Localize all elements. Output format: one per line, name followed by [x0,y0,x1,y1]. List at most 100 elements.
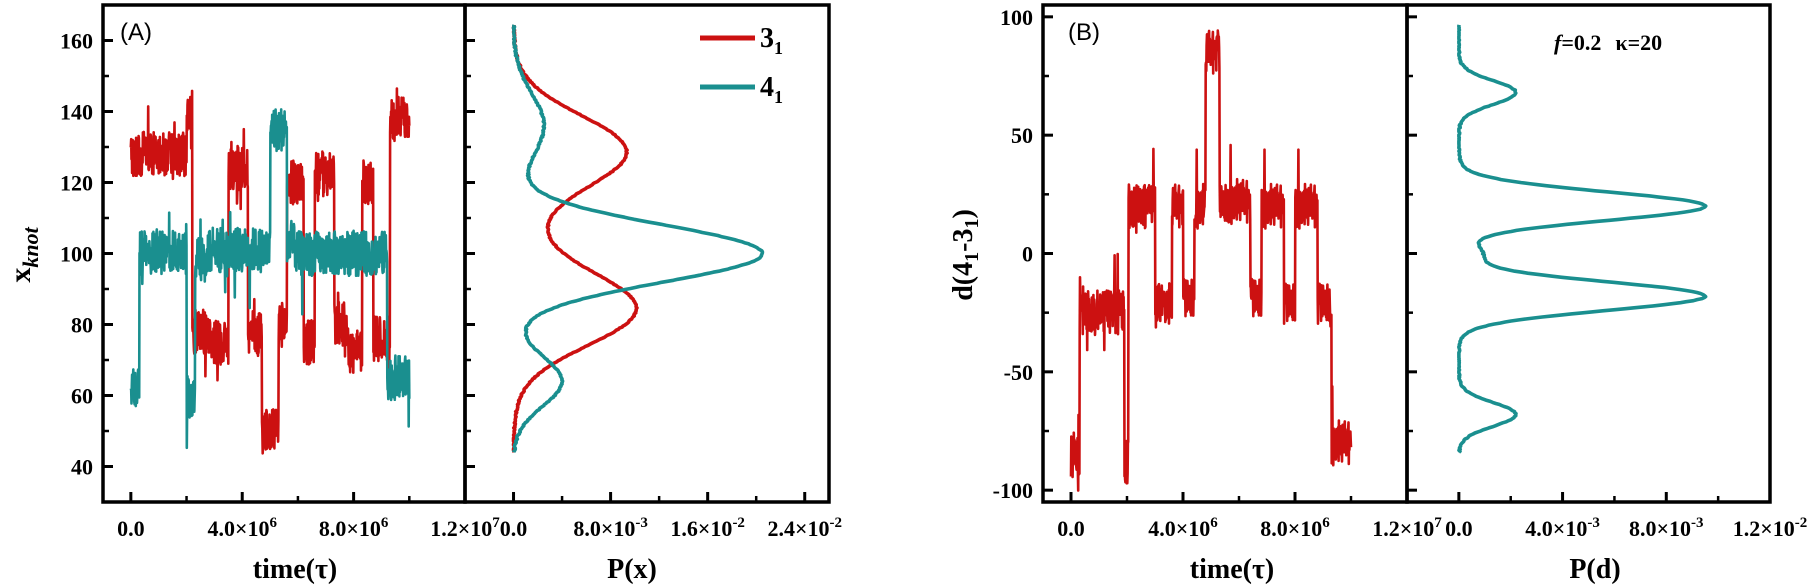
legend-label-3-1: 31 [760,23,783,58]
a-time-ytick-label: 40 [71,455,93,480]
a-time-ytick-label: 140 [60,100,93,125]
a-time-xtick-label: 4.0×106 [207,515,277,541]
dist-line-3-1 [511,24,639,454]
legend: 31 41 [700,23,783,107]
dist-line-Pd [1457,24,1708,454]
axes-frame-b-time [1041,3,1409,504]
panel-label-b: (B) [1068,19,1100,46]
a-time-xtick-label: 0.0 [117,516,145,541]
x-axis-label-a-time: time(τ) [253,554,337,585]
tick-exponent: 6 [270,515,278,531]
b-time-ytick-label: -50 [1004,360,1033,385]
tick-mantissa: 8.0×10 [573,516,635,541]
b-time-ytick-label: -100 [993,478,1033,503]
b-time-xtick-label: 4.0×106 [1148,515,1218,541]
tick-exponent: -3 [1587,515,1600,531]
x-axis-label-a-dist: P(x) [607,554,657,585]
a-time-ytick-label: 80 [71,313,93,338]
plot-area-b-dist [1457,24,1708,454]
legend-4-1-sub: 1 [774,87,783,107]
x-axis-label-b-time: time(τ) [1190,554,1274,585]
param-f-symbol: f [1554,30,1564,55]
y-axis-label-b-mid: -3 [948,229,979,252]
plot-area-a-time [129,87,411,455]
tick-exponent: -3 [1691,515,1704,531]
legend-label-4-1: 41 [760,72,783,107]
b-dist-xtick-label: 1.2×10-2 [1733,515,1808,541]
b-time-xtick-label: 1.2×107 [1372,515,1442,541]
tick-mantissa: 8.0×10 [1260,516,1322,541]
tick-mantissa: 4.0×10 [1148,516,1210,541]
tick-exponent: -2 [830,515,843,531]
tick-exponent: -2 [732,515,745,531]
tick-mantissa: 8.0×10 [1629,516,1691,541]
x-ticks-b-time: 0.0 4.0×106 8.0×106 1.2×107 [1057,492,1442,541]
tick-mantissa: 4.0×10 [207,516,269,541]
tick-mantissa: 2.4×10 [767,516,829,541]
b-dist-xtick-label: 0.0 [1445,516,1473,541]
a-dist-xtick-label: 1.6×10-2 [670,515,745,541]
y-axis-label-b-sub2: 1 [961,219,983,229]
b-dist-xtick-label: 8.0×10-3 [1629,515,1704,541]
tick-exponent: 6 [381,515,389,531]
param-f-value: =0.2 [1561,30,1601,55]
plot-area-a-dist [511,24,765,454]
legend-4-1-base: 4 [760,72,774,103]
y-axis-label-a: xknot [4,226,43,282]
panel-label-a: (A) [120,19,152,46]
a-time-ytick-label: 60 [71,384,93,409]
panel-b-dist: 0.0 4.0×10-3 8.0×10-3 1.2×10-2 P(d) f=0.2 κ=… [1405,3,1807,585]
y-axis-label-b-sub: 1 [961,252,983,262]
a-dist-xtick-label: 8.0×10-3 [573,515,648,541]
b-time-xtick-label: 0.0 [1057,516,1085,541]
a-time-xtick-label: 1.2×107 [430,515,500,541]
tick-mantissa: 4.0×10 [1525,516,1587,541]
tick-mantissa: 1.2×10 [1372,516,1434,541]
a-dist-xtick-label: 2.4×10-2 [767,515,842,541]
series-line-3-1 [129,87,411,455]
series-line-d [1069,29,1353,492]
tick-mantissa: 8.0×10 [319,516,381,541]
a-time-xtick-label: 8.0×106 [319,515,389,541]
y-ticks-b-dist [1407,15,1417,492]
tick-mantissa: 1.6×10 [670,516,732,541]
y-axis-label-b-main: d(4 [948,262,979,301]
axes-frame-b-dist [1405,3,1772,504]
x-ticks-b-dist: 0.0 4.0×10-3 8.0×10-3 1.2×10-2 [1445,492,1807,541]
tick-exponent: 7 [492,515,500,531]
a-time-ytick-label: 120 [60,171,93,196]
tick-exponent: 7 [1434,515,1442,531]
x-axis-label-b-dist: P(d) [1569,554,1620,585]
b-time-ytick-label: 50 [1011,123,1033,148]
legend-3-1-base: 3 [760,23,774,54]
b-dist-xtick-label: 4.0×10-3 [1525,515,1600,541]
dist-line-4-1 [511,24,765,454]
param-kappa: κ=20 [1615,30,1662,55]
tick-mantissa: 1.2×10 [430,516,492,541]
tick-exponent: 6 [1322,515,1330,531]
tick-exponent: -2 [1795,515,1808,531]
tick-exponent: 6 [1210,515,1218,531]
b-time-ytick-label: 0 [1022,242,1033,267]
y-ticks-a-time: 40 60 80 100 120 140 160 [60,29,113,480]
x-ticks-a-time: 0.0 4.0×106 8.0×106 1.2×107 [117,492,500,541]
a-time-ytick-label: 100 [60,242,93,267]
axes-frame-a-dist [463,3,831,504]
param-annotation: f=0.2 κ=20 [1554,30,1662,55]
y-ticks-a-dist [465,39,475,468]
plot-area-b-time [1069,29,1353,492]
x-ticks-a-dist: 0.0 8.0×10-3 1.6×10-2 2.4×10-2 [500,492,842,541]
series-line-4-1 [129,108,411,450]
a-time-ytick-label: 160 [60,29,93,54]
y-ticks-b-time: -100 -50 0 50 100 [993,5,1053,503]
y-axis-label-b: d(41-31) [948,209,983,301]
y-axis-label-main: x [4,268,37,283]
y-axis-label-b-end: ) [948,209,979,218]
legend-3-1-sub: 1 [774,38,783,58]
tick-mantissa: 1.2×10 [1733,516,1795,541]
b-time-ytick-label: 100 [1000,5,1033,30]
tick-exponent: -3 [635,515,648,531]
b-time-xtick-label: 8.0×106 [1260,515,1330,541]
